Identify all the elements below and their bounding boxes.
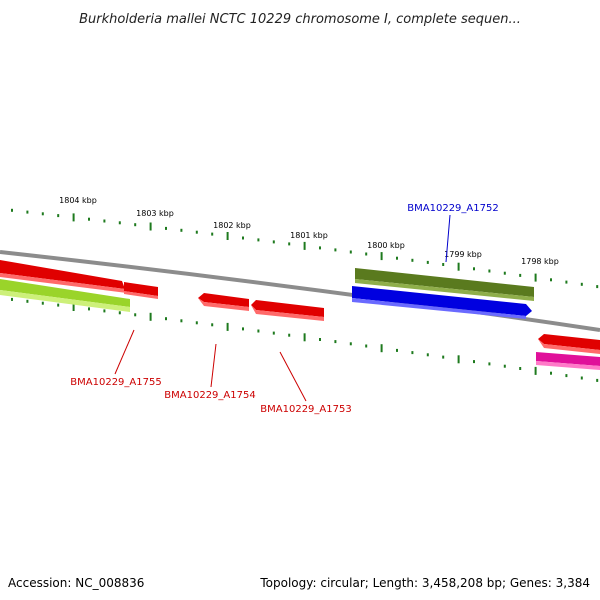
tick-label-1804: 1804 kbp [59,196,97,205]
gene-red-reverse-3-shade [538,339,600,354]
map-title: Burkholderia mallei NCTC 10229 chromosom… [79,12,521,27]
tick-label-1798: 1798 kbp [521,257,559,266]
gene-red-reverse-1-shade [198,298,249,311]
gene-lime[interactable] [0,279,130,307]
gene-olive-forward[interactable] [355,268,534,297]
gene-blue-shade [352,298,526,319]
gene-red-forward-1[interactable] [0,260,125,289]
gene-magenta[interactable] [536,352,600,366]
gene-red-reverse-1[interactable] [198,293,249,307]
callout-line-a1752 [445,214,451,263]
gene-lime-shade [0,290,130,312]
gene-red-reverse-2-shade [251,305,324,321]
tick-label-1801: 1801 kbp [290,231,328,240]
gene-red-forward-2[interactable] [124,282,158,296]
callout-line-a1755 [114,329,135,375]
gene-label-a1755[interactable]: BMA10229_A1755 [70,377,161,388]
callout-line-a1753 [279,351,307,402]
tick-label-1802: 1802 kbp [213,221,251,230]
gene-olive-forward-shade [355,279,534,301]
gene-label-a1753[interactable]: BMA10229_A1753 [260,404,351,415]
gene-blue[interactable] [352,286,532,316]
tick-label-1800: 1800 kbp [367,241,405,250]
callout-line-a1754 [210,343,217,388]
tick-label-1799: 1799 kbp [444,250,482,259]
gene-label-a1754[interactable]: BMA10229_A1754 [164,390,255,401]
gene-red-forward-2-shade [124,291,158,299]
gene-red-reverse-3[interactable] [538,334,600,350]
gene-red-reverse-2[interactable] [251,300,324,317]
tick-label-1803: 1803 kbp [136,209,174,218]
gene-red-forward-1-shade [0,273,127,293]
outer-ticks [11,208,599,289]
inner-ticks [11,297,599,382]
gene-label-a1752[interactable]: BMA10229_A1752 [407,203,498,214]
gene-magenta-shade [536,361,600,370]
accession-text: Accession: NC_008836 [8,576,145,590]
topology-text: Topology: circular; Length: 3,458,208 bp… [260,576,590,590]
